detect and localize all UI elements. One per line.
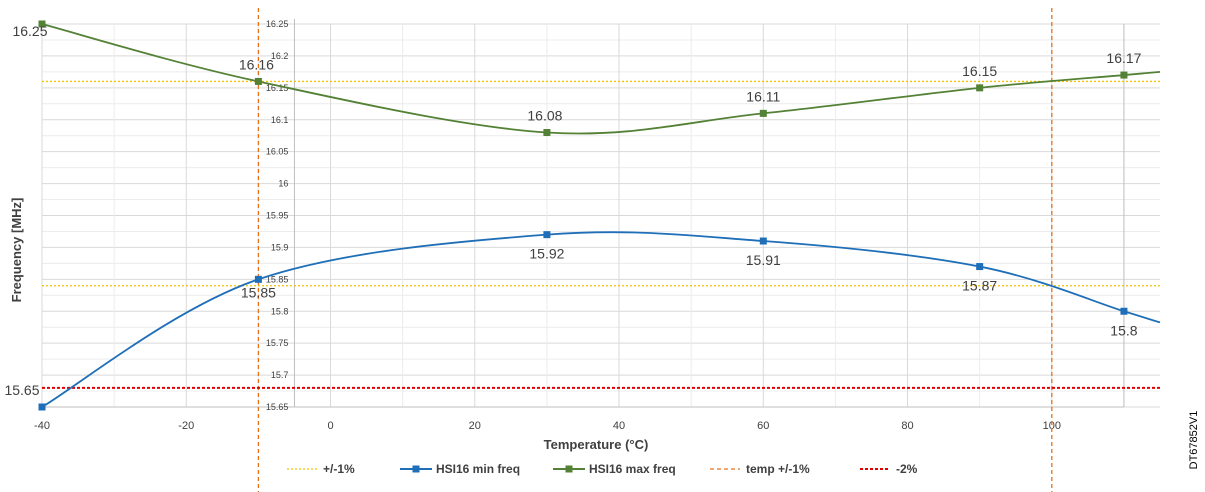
- legend-marker: [412, 465, 420, 473]
- data-series: [38, 20, 1161, 411]
- gridlines: [41, 23, 1160, 408]
- side-label: DT67852V1: [1188, 411, 1200, 470]
- data-label: 16.17: [1106, 50, 1141, 66]
- legend: +/-1% HSI16 min freq HSI16 max freq temp +/…: [287, 462, 918, 476]
- data-point-marker: [543, 231, 551, 239]
- data-label: 15.8: [1110, 322, 1137, 338]
- x-tick-label: 0: [327, 420, 333, 432]
- y-tick-label: 15.65: [266, 402, 289, 412]
- x-tick-label: 40: [613, 420, 625, 432]
- x-tick-labels: -40 -20 0 20 40 60 80 100: [34, 420, 1061, 432]
- data-label: 15.65: [4, 382, 39, 398]
- data-point-marker: [254, 77, 262, 85]
- data-point-marker: [254, 275, 262, 283]
- y-tick-label: 16.05: [266, 147, 289, 157]
- legend-marker: [565, 465, 573, 473]
- data-point-marker: [38, 20, 46, 28]
- y-tick-label: 15.75: [266, 338, 289, 348]
- y-tick-label: 16.2: [271, 51, 289, 61]
- data-point-marker: [759, 237, 767, 245]
- legend-label: -2%: [896, 462, 918, 476]
- data-point-marker: [976, 84, 984, 92]
- data-label: 15.91: [746, 252, 781, 268]
- data-label: 16.25: [12, 23, 47, 39]
- x-tick-label: 60: [757, 420, 769, 432]
- y-tick-label: 15.8: [271, 306, 289, 316]
- x-tick-label: 80: [901, 420, 913, 432]
- y-tick-label: 15.9: [271, 242, 289, 252]
- data-label: 15.92: [529, 246, 564, 262]
- legend-label: temp +/-1%: [746, 462, 810, 476]
- legend-label: HSI16 max freq: [589, 462, 676, 476]
- data-point-marker: [38, 403, 46, 411]
- data-point-marker: [1120, 307, 1128, 315]
- y-tick-label: 15.95: [266, 211, 289, 221]
- y-tick-label: 15.85: [266, 274, 289, 284]
- axes: [42, 19, 1125, 408]
- x-axis-label: Temperature (°C): [544, 437, 649, 452]
- y-tick-label: 16.25: [266, 19, 289, 29]
- data-label: 16.08: [527, 108, 562, 124]
- legend-label: +/-1%: [323, 462, 355, 476]
- y-tick-label: 16.15: [266, 83, 289, 93]
- min-freq-line: [41, 231, 1161, 408]
- data-label: 15.85: [241, 284, 276, 300]
- y-axis-label: Frequency [MHz]: [9, 198, 24, 303]
- data-point-marker: [976, 263, 984, 271]
- data-label: 16.16: [239, 56, 274, 72]
- data-point-marker: [543, 129, 551, 137]
- reference-lines: [42, 8, 1160, 492]
- legend-label: HSI16 min freq: [436, 462, 520, 476]
- data-label: 15.87: [962, 278, 997, 294]
- x-tick-label: 20: [469, 420, 481, 432]
- data-label: 16.15: [962, 63, 997, 79]
- y-tick-labels: 15.65 15.7 15.75 15.8 15.85 15.9 15.95 16 16.05 1…: [266, 19, 289, 412]
- x-tick-label: -20: [178, 420, 194, 432]
- data-label: 16.11: [746, 88, 780, 104]
- y-tick-label: 15.7: [271, 370, 289, 380]
- x-tick-label: -40: [34, 420, 50, 432]
- data-point-marker: [759, 109, 767, 117]
- y-tick-label: 16: [278, 179, 288, 189]
- y-tick-label: 16.1: [271, 115, 289, 125]
- x-tick-label: 100: [1043, 420, 1061, 432]
- data-point-marker: [1120, 71, 1128, 79]
